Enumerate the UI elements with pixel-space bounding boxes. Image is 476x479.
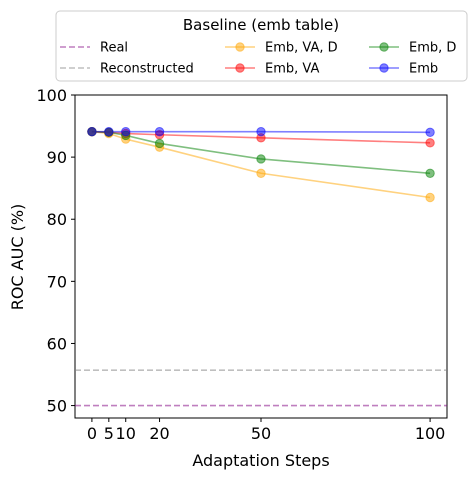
legend-marker — [235, 63, 245, 73]
x-axis: 0 5 10 20 50 100 — [87, 418, 446, 443]
legend-entry-emb-va: Emb, VA — [225, 62, 319, 77]
legend-label: Emb, VA — [265, 62, 319, 77]
y-tick-label: 60 — [47, 334, 67, 353]
point-emb-d-50 — [256, 154, 266, 164]
point-emb-va-d-50 — [256, 168, 266, 178]
legend-label: Emb — [409, 62, 438, 77]
y-tick-label: 100 — [36, 86, 67, 105]
reference-lines — [75, 369, 447, 407]
legend-label: Reconstructed — [100, 62, 194, 77]
legend-entry-emb: Emb — [369, 62, 438, 77]
legend-entry-emb-d: Emb, D — [369, 41, 456, 56]
x-axis-label: Adaptation Steps — [192, 451, 329, 470]
point-emb-50 — [256, 126, 266, 137]
legend-label: Emb, D — [409, 41, 456, 56]
point-emb-5 — [104, 126, 114, 137]
y-tick-label: 80 — [47, 210, 67, 229]
legend-marker — [379, 63, 389, 73]
legend-entry-reconstructed: Reconstructed — [60, 62, 194, 77]
y-axis-label: ROC AUC (%) — [8, 204, 27, 311]
legend-label: Real — [100, 41, 128, 56]
x-tick-label: 10 — [116, 424, 136, 443]
point-emb-100 — [425, 127, 435, 137]
legend: Baseline (emb table) Real Reconstructed Em… — [55, 10, 468, 82]
y-tick-label: 90 — [47, 148, 67, 167]
point-emb-va-d-100 — [425, 192, 435, 203]
series-markers — [87, 126, 435, 203]
y-tick-label: 70 — [47, 272, 67, 291]
legend-items: Real Reconstructed Emb, VA, D Emb, VA Emb, D… — [60, 41, 456, 77]
x-tick-label: 5 — [104, 424, 114, 443]
legend-marker — [235, 42, 245, 52]
point-emb-0 — [87, 126, 97, 137]
y-axis: 50 60 70 80 90 100 — [36, 86, 75, 416]
point-emb-va-100 — [425, 138, 435, 148]
x-tick-label: 20 — [149, 424, 169, 443]
legend-label: Emb, VA, D — [265, 41, 338, 56]
y-tick-label: 50 — [47, 397, 67, 416]
legend-entry-emb-va-d: Emb, VA, D — [225, 41, 338, 56]
legend-frame — [55, 10, 468, 82]
x-tick-label: 0 — [87, 424, 97, 443]
point-emb-10 — [121, 126, 131, 137]
x-tick-label: 50 — [251, 424, 271, 443]
legend-marker — [379, 42, 389, 52]
point-emb-d-100 — [425, 168, 435, 178]
point-emb-20 — [154, 126, 165, 137]
x-tick-label: 100 — [415, 424, 446, 443]
point-emb-d-20 — [154, 138, 165, 149]
legend-title: Baseline (emb table) — [183, 16, 339, 34]
legend-entry-real: Real — [60, 41, 128, 56]
